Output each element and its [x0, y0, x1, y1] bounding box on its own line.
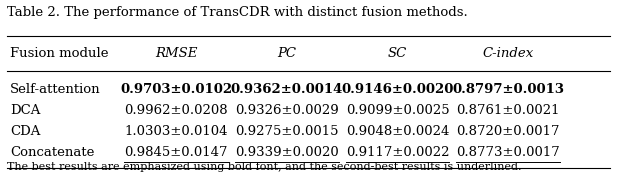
Text: Table 2. The performance of TransCDR with distinct fusion methods.: Table 2. The performance of TransCDR wit…: [7, 6, 468, 19]
Text: 0.9362±0.0014: 0.9362±0.0014: [230, 83, 343, 96]
Text: Concatenate: Concatenate: [10, 146, 94, 159]
Text: 0.9326±0.0029: 0.9326±0.0029: [235, 104, 339, 117]
Text: 0.9117±0.0022: 0.9117±0.0022: [346, 146, 449, 159]
Text: 0.8773±0.0017: 0.8773±0.0017: [456, 146, 560, 159]
Text: 0.9339±0.0020: 0.9339±0.0020: [235, 146, 339, 159]
Text: CDA: CDA: [10, 125, 40, 138]
Text: 0.9099±0.0025: 0.9099±0.0025: [346, 104, 449, 117]
Text: C-index: C-index: [483, 48, 534, 60]
Text: SC: SC: [388, 48, 407, 60]
Text: 0.9845±0.0147: 0.9845±0.0147: [124, 146, 228, 159]
Text: 0.8797±0.0013: 0.8797±0.0013: [452, 83, 564, 96]
Text: The best results are emphasized using bold font, and the second-best results is : The best results are emphasized using bo…: [7, 162, 522, 172]
Text: Self-attention: Self-attention: [10, 83, 100, 96]
Text: RMSE: RMSE: [155, 48, 197, 60]
Text: 1.0303±0.0104: 1.0303±0.0104: [124, 125, 228, 138]
Text: 0.9146±0.0020: 0.9146±0.0020: [341, 83, 454, 96]
Text: Fusion module: Fusion module: [10, 48, 108, 60]
Text: 0.9048±0.0024: 0.9048±0.0024: [346, 125, 449, 138]
Text: 0.8720±0.0017: 0.8720±0.0017: [456, 125, 560, 138]
Text: 0.8761±0.0021: 0.8761±0.0021: [456, 104, 560, 117]
Text: PC: PC: [277, 48, 296, 60]
Text: 0.9962±0.0208: 0.9962±0.0208: [124, 104, 228, 117]
Text: 0.9703±0.0102: 0.9703±0.0102: [120, 83, 232, 96]
Text: DCA: DCA: [10, 104, 40, 117]
Text: 0.9275±0.0015: 0.9275±0.0015: [235, 125, 339, 138]
